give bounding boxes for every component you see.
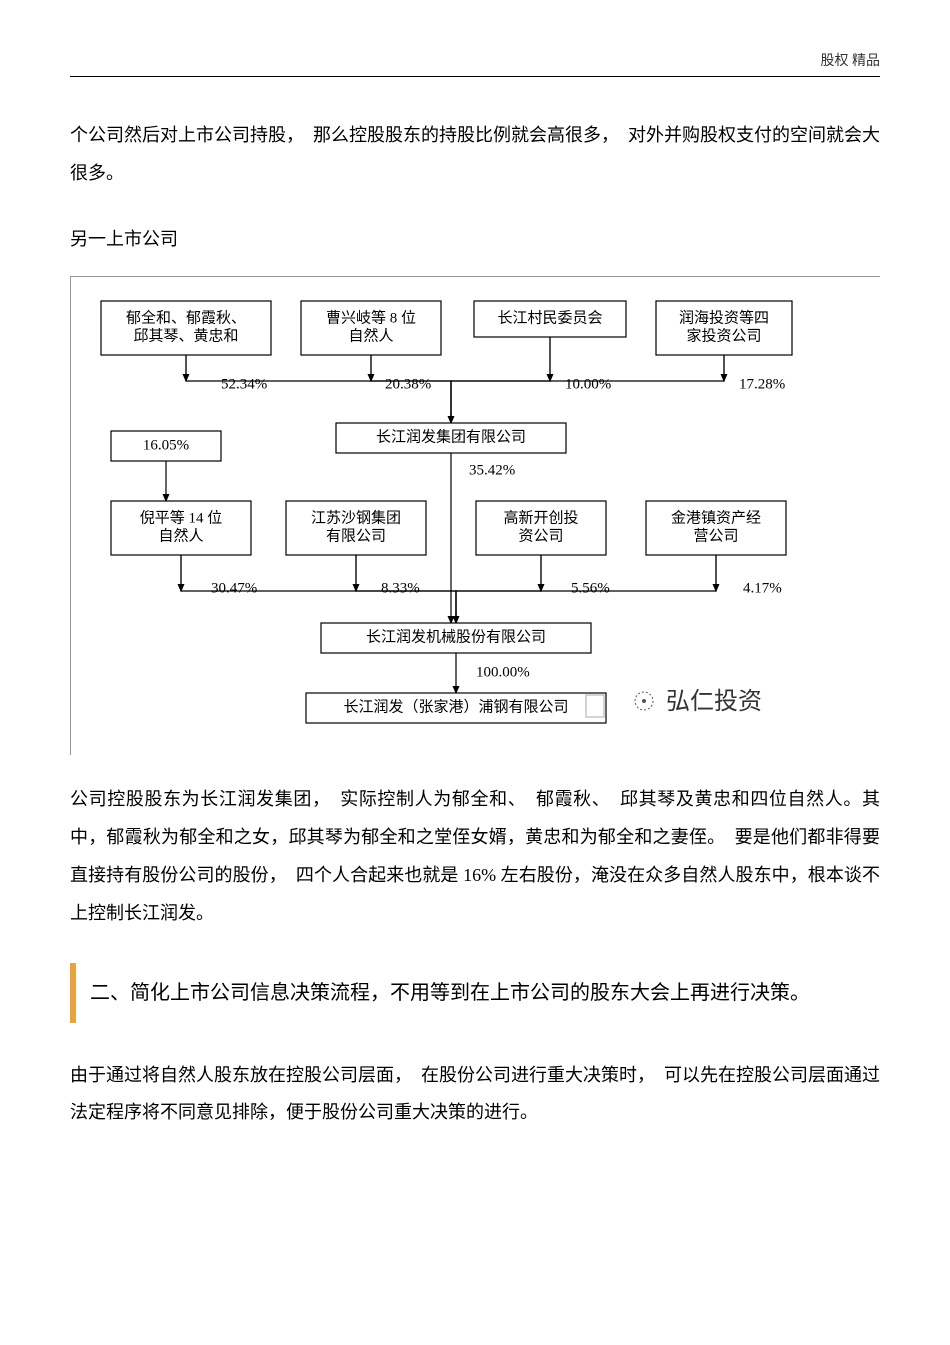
svg-text:资公司: 资公司	[518, 528, 563, 545]
svg-text:邱其琴、黄忠和: 邱其琴、黄忠和	[133, 328, 238, 345]
svg-text:20.38%: 20.38%	[385, 377, 431, 393]
svg-text:自然人: 自然人	[158, 528, 203, 545]
svg-text:长江润发集团有限公司: 长江润发集团有限公司	[376, 429, 526, 446]
svg-text:弘仁投资: 弘仁投资	[666, 688, 762, 715]
svg-text:倪平等 14 位: 倪平等 14 位	[140, 509, 223, 527]
svg-text:8.33%: 8.33%	[381, 581, 420, 597]
paragraph-4: 由于通过将自然人股东放在控股公司层面， 在股份公司进行重大决策时， 可以先在控股…	[70, 1057, 880, 1133]
svg-text:5.56%: 5.56%	[571, 581, 610, 597]
page-header-right: 股权 精品	[70, 50, 880, 77]
svg-text:长江润发机械股份有限公司: 长江润发机械股份有限公司	[366, 629, 546, 646]
svg-text:52.34%: 52.34%	[221, 377, 267, 393]
subheading-another-company: 另一上市公司	[70, 221, 880, 259]
svg-text:10.00%: 10.00%	[565, 377, 611, 393]
svg-text:自然人: 自然人	[348, 328, 393, 345]
svg-text:有限公司: 有限公司	[326, 528, 386, 545]
svg-text:长江村民委员会: 长江村民委员会	[497, 310, 602, 327]
section-heading-2-text: 二、简化上市公司信息决策流程，不用等到在上市公司的股东大会上再进行决策。	[90, 971, 880, 1015]
svg-text:郁全和、郁霞秋、: 郁全和、郁霞秋、	[126, 309, 246, 327]
svg-text:16.05%: 16.05%	[143, 438, 189, 454]
paragraph-1: 个公司然后对上市公司持股， 那么控股股东的持股比例就会高很多， 对外并购股权支付…	[70, 117, 880, 193]
svg-text:金港镇资产经: 金港镇资产经	[671, 510, 761, 527]
svg-text:高新开创投: 高新开创投	[503, 510, 578, 527]
svg-text:营公司: 营公司	[693, 528, 738, 545]
svg-text:35.42%: 35.42%	[469, 463, 515, 479]
svg-text:曹兴岐等 8 位: 曹兴岐等 8 位	[326, 309, 416, 327]
svg-text:江苏沙钢集团: 江苏沙钢集团	[311, 510, 401, 527]
svg-text:4.17%: 4.17%	[743, 581, 782, 597]
flowchart-svg: 52.34% 20.38% 10.00% 17.28% 35.42% 30.47% 8.33…	[81, 291, 821, 731]
ownership-flowchart: 52.34% 20.38% 10.00% 17.28% 35.42% 30.47% 8.33…	[70, 276, 880, 755]
section-heading-2: 二、简化上市公司信息决策流程，不用等到在上市公司的股东大会上再进行决策。	[70, 963, 880, 1023]
svg-text:17.28%: 17.28%	[739, 377, 785, 393]
paragraph-3: 公司控股股东为长江润发集团， 实际控制人为郁全和、 郁霞秋、 邱其琴及黄忠和四位…	[70, 781, 880, 932]
svg-text:润海投资等四: 润海投资等四	[679, 309, 769, 327]
svg-text:家投资公司: 家投资公司	[686, 328, 761, 345]
svg-text:100.00%: 100.00%	[476, 665, 530, 681]
svg-text:30.47%: 30.47%	[211, 581, 257, 597]
svg-text:长江润发（张家港）浦钢有限公司: 长江润发（张家港）浦钢有限公司	[343, 699, 568, 716]
